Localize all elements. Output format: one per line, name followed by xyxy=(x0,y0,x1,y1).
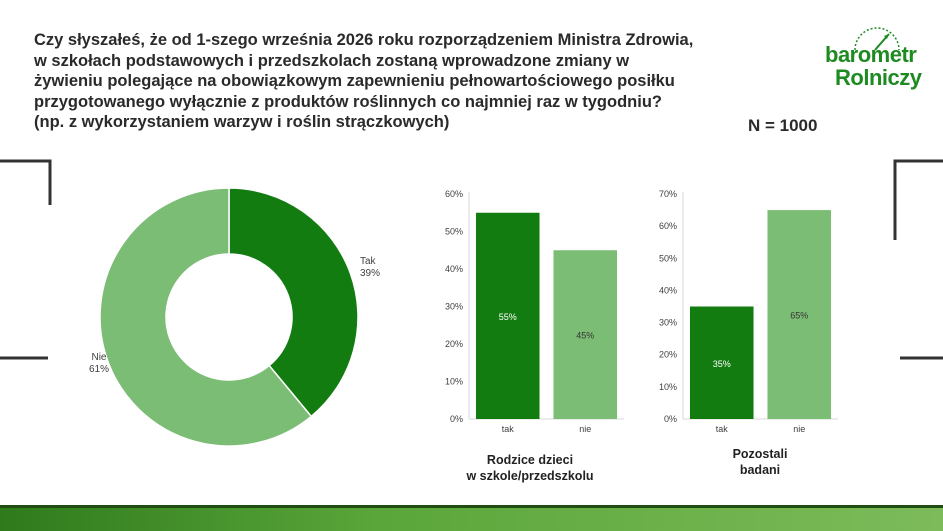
x-tick-label: tak xyxy=(502,424,515,434)
logo-text-bottom: Rolniczy xyxy=(835,65,922,90)
bar-value-label: 55% xyxy=(499,312,517,322)
caption-text: Pozostali badani xyxy=(732,447,788,477)
donut-slice-nie xyxy=(99,187,313,447)
slice-value-label: 61% xyxy=(89,364,109,375)
y-tick-label: 40% xyxy=(445,264,463,274)
y-tick-label: 30% xyxy=(445,302,463,312)
x-tick-label: nie xyxy=(793,424,805,434)
footer-band xyxy=(0,508,943,531)
x-tick-label: tak xyxy=(716,424,729,434)
y-tick-label: 60% xyxy=(659,221,677,231)
y-tick-label: 0% xyxy=(450,414,463,424)
y-tick-label: 20% xyxy=(445,339,463,349)
bar-value-label: 65% xyxy=(790,311,808,321)
y-tick-label: 70% xyxy=(659,189,677,199)
logo-text-top: barometr xyxy=(825,42,917,67)
bar-chart-2-caption: Pozostali badani xyxy=(700,446,820,478)
y-tick-label: 20% xyxy=(659,350,677,360)
y-tick-label: 60% xyxy=(445,189,463,199)
barometr-logo: barometr Rolniczy xyxy=(815,20,925,90)
bar-chart-1-caption: Rodzice dzieci w szkole/przedszkolu xyxy=(460,452,600,484)
bar-value-label: 45% xyxy=(576,331,594,341)
caption-text: Rodzice dzieci w szkole/przedszkolu xyxy=(466,453,594,483)
y-tick-label: 40% xyxy=(659,285,677,295)
gauge-icon xyxy=(854,27,900,51)
slice-category-label: Tak xyxy=(360,256,377,267)
y-tick-label: 10% xyxy=(659,382,677,392)
sample-size: N = 1000 xyxy=(748,116,818,135)
bar-nie xyxy=(767,210,832,419)
survey-question: Czy słyszałeś, że od 1-szego września 20… xyxy=(34,30,734,133)
footer-edge xyxy=(0,505,943,508)
bar-tak xyxy=(689,306,754,419)
bar-nie xyxy=(553,250,618,419)
x-tick-label: nie xyxy=(579,424,591,434)
y-tick-label: 10% xyxy=(445,377,463,387)
slice-value-label: 39% xyxy=(360,268,380,279)
bar-tak xyxy=(475,212,540,419)
bar-value-label: 35% xyxy=(713,359,731,369)
question-line: żywieniu polegające na obowiązkowym zape… xyxy=(34,72,675,90)
y-tick-label: 30% xyxy=(659,318,677,328)
question-line: w szkołach podstawowych i przedszkolach … xyxy=(34,51,630,70)
question-line: Czy słyszałeś, że od 1-szego września 20… xyxy=(34,31,694,49)
y-tick-label: 50% xyxy=(659,253,677,263)
donut-slice-tak xyxy=(228,187,359,418)
y-tick-label: 50% xyxy=(445,227,463,237)
slice-category-label: Nie xyxy=(91,352,106,363)
question-line: (np. z wykorzystaniem warzyw i roślin st… xyxy=(34,113,450,131)
question-line: przygotowanego wyłącznie z produktów roś… xyxy=(34,92,662,111)
y-tick-label: 0% xyxy=(664,414,677,424)
